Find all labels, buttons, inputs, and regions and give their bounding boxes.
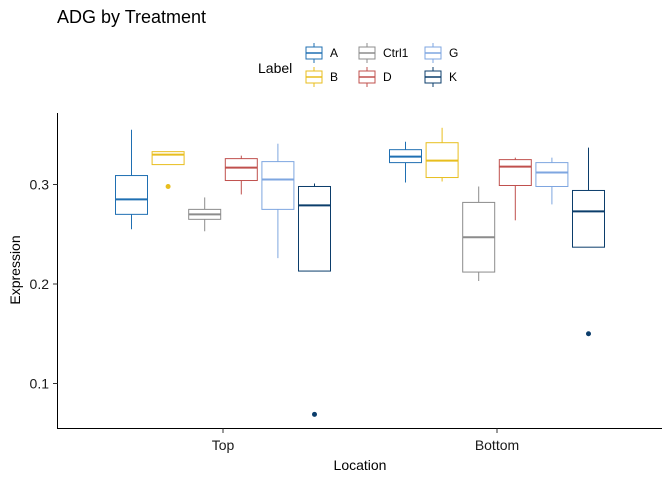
legend-label: A: [330, 46, 338, 60]
box-body: [498, 159, 532, 186]
box-body: [261, 161, 295, 210]
box-ctrl1-bottom: [462, 186, 496, 282]
box-ctrl1-top: [188, 197, 222, 232]
legend: Label AB Ctrl1 D GK: [258, 43, 458, 87]
y-tick-label: 0.1: [30, 376, 50, 392]
legend-item-d: D: [358, 67, 392, 87]
box-body: [535, 162, 569, 187]
legend-item-a: A: [305, 43, 338, 63]
legend-label: B: [330, 70, 338, 84]
box-a-bottom: [389, 141, 422, 183]
box-g-bottom: [535, 157, 569, 205]
box-g-top: [261, 143, 295, 259]
y-tick-label: 0.2: [30, 276, 50, 292]
box-b-bottom: [425, 127, 459, 182]
box-body: [298, 185, 331, 272]
box-k-top: [298, 183, 331, 417]
box-d-top: [224, 155, 258, 195]
outlier-point: [586, 331, 591, 337]
box-k-bottom: [572, 147, 605, 337]
box-b-top: [151, 151, 185, 189]
box-body: [115, 175, 148, 215]
box-body: [224, 158, 258, 182]
box-d-bottom: [498, 157, 532, 221]
chart-title: ADG by Treatment: [57, 7, 206, 27]
box-a-top: [115, 129, 148, 230]
x-tick-label: Bottom: [475, 437, 519, 453]
legend-label: K: [449, 70, 457, 84]
plot-area: 0.1 0.2 0.3 Top Bottom: [30, 113, 662, 453]
outlier-point: [165, 183, 171, 189]
legend-item-b: B: [305, 67, 338, 87]
x-tick-label: Top: [212, 437, 235, 453]
x-axis-title: Location: [334, 457, 387, 473]
legend-title: Label: [258, 60, 292, 76]
outlier-point: [312, 411, 317, 417]
legend-item-g: G: [424, 43, 458, 63]
legend-label: D: [383, 70, 392, 84]
legend-item-ctrl1: Ctrl1: [358, 43, 409, 63]
legend-label: Ctrl1: [383, 46, 409, 60]
legend-item-k: K: [424, 67, 457, 87]
legend-label: G: [449, 46, 458, 60]
box-body: [572, 189, 605, 248]
y-tick-label: 0.3: [30, 177, 50, 193]
box-body: [151, 151, 185, 166]
y-axis-title: Expression: [7, 235, 23, 304]
